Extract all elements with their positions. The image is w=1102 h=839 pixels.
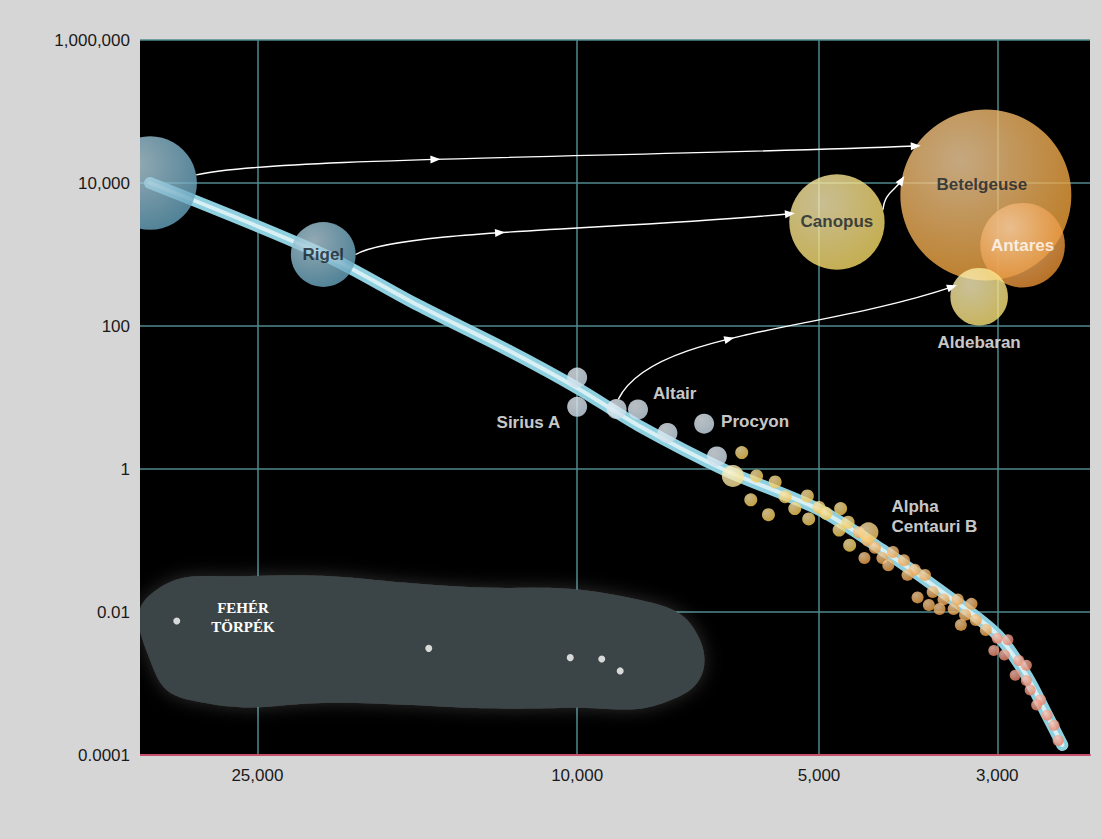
svg-text:Centauri B: Centauri B [891, 517, 977, 536]
svg-text:Alpha: Alpha [891, 497, 939, 516]
svg-text:Procyon: Procyon [721, 412, 789, 431]
svg-text:5,000: 5,000 [798, 766, 841, 785]
svg-text:25,000: 25,000 [231, 766, 283, 785]
svg-text:3,000: 3,000 [976, 766, 1019, 785]
svg-text:10,000: 10,000 [78, 174, 130, 193]
svg-text:Rigel: Rigel [302, 245, 344, 264]
svg-text:Sirius A: Sirius A [497, 413, 561, 432]
svg-text:TÖRPÉK: TÖRPÉK [211, 619, 275, 635]
svg-text:1: 1 [121, 460, 130, 479]
svg-text:1,000,000: 1,000,000 [54, 31, 130, 50]
svg-text:Altair: Altair [653, 384, 697, 403]
svg-text:0.01: 0.01 [97, 603, 130, 622]
svg-text:FEHÉR: FEHÉR [217, 600, 269, 616]
svg-text:Canopus: Canopus [801, 212, 874, 231]
svg-text:Betelgeuse: Betelgeuse [936, 175, 1027, 194]
svg-text:100: 100 [102, 317, 130, 336]
svg-text:Aldebaran: Aldebaran [938, 333, 1021, 352]
svg-text:0.0001: 0.0001 [78, 746, 130, 765]
svg-text:10,000: 10,000 [551, 766, 603, 785]
svg-text:Antares: Antares [991, 236, 1054, 255]
